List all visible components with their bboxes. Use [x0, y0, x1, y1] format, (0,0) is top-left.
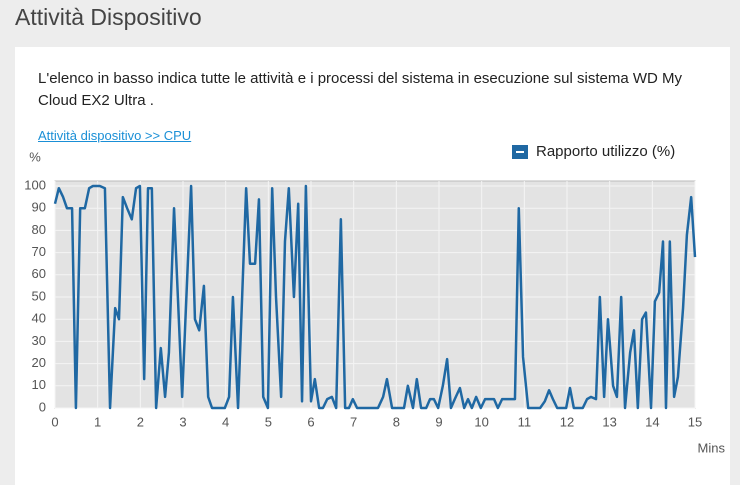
y-tick-label: 50	[32, 288, 46, 303]
x-axis-label: Mins	[698, 440, 726, 455]
y-tick-label: 40	[32, 311, 46, 326]
x-tick-label: 6	[307, 414, 314, 429]
x-tick-label: 15	[688, 414, 702, 429]
breadcrumb-link[interactable]: Attività dispositivo >> CPU	[38, 128, 192, 143]
y-tick-label: 70	[32, 244, 46, 259]
x-tick-label: 3	[179, 414, 186, 429]
x-tick-label: 7	[350, 414, 357, 429]
x-tick-label: 5	[265, 414, 272, 429]
legend-label[interactable]: Rapporto utilizzo (%)	[536, 143, 675, 160]
x-tick-label: 0	[51, 414, 58, 429]
plot-area	[54, 180, 696, 409]
x-tick-label: 8	[393, 414, 400, 429]
description: L'elenco in basso indica tutte le attivi…	[38, 70, 682, 109]
y-tick-label: 100	[24, 177, 46, 192]
x-tick-label: 12	[560, 414, 574, 429]
y-tick-label: 90	[32, 200, 46, 215]
x-tick-label: 14	[645, 414, 659, 429]
x-tick-label: 13	[602, 414, 616, 429]
y-tick-label: 60	[32, 266, 46, 281]
y-tick-label: 80	[32, 222, 46, 237]
x-tick-label: 4	[222, 414, 229, 429]
series-line	[53, 184, 697, 410]
x-tick-label: 9	[435, 414, 442, 429]
y-axis-label: %	[29, 149, 41, 164]
y-tick-label: 20	[32, 355, 46, 370]
y-tick-label: 30	[32, 333, 46, 348]
x-tick-label: 1	[94, 414, 101, 429]
y-tick-label: 0	[39, 399, 46, 414]
x-tick-label: 10	[474, 414, 488, 429]
y-tick-label: 10	[32, 377, 46, 392]
x-tick-label: 11	[518, 414, 532, 429]
x-tick-label: 2	[137, 414, 144, 429]
page-title: Attività Dispositivo	[15, 4, 202, 30]
